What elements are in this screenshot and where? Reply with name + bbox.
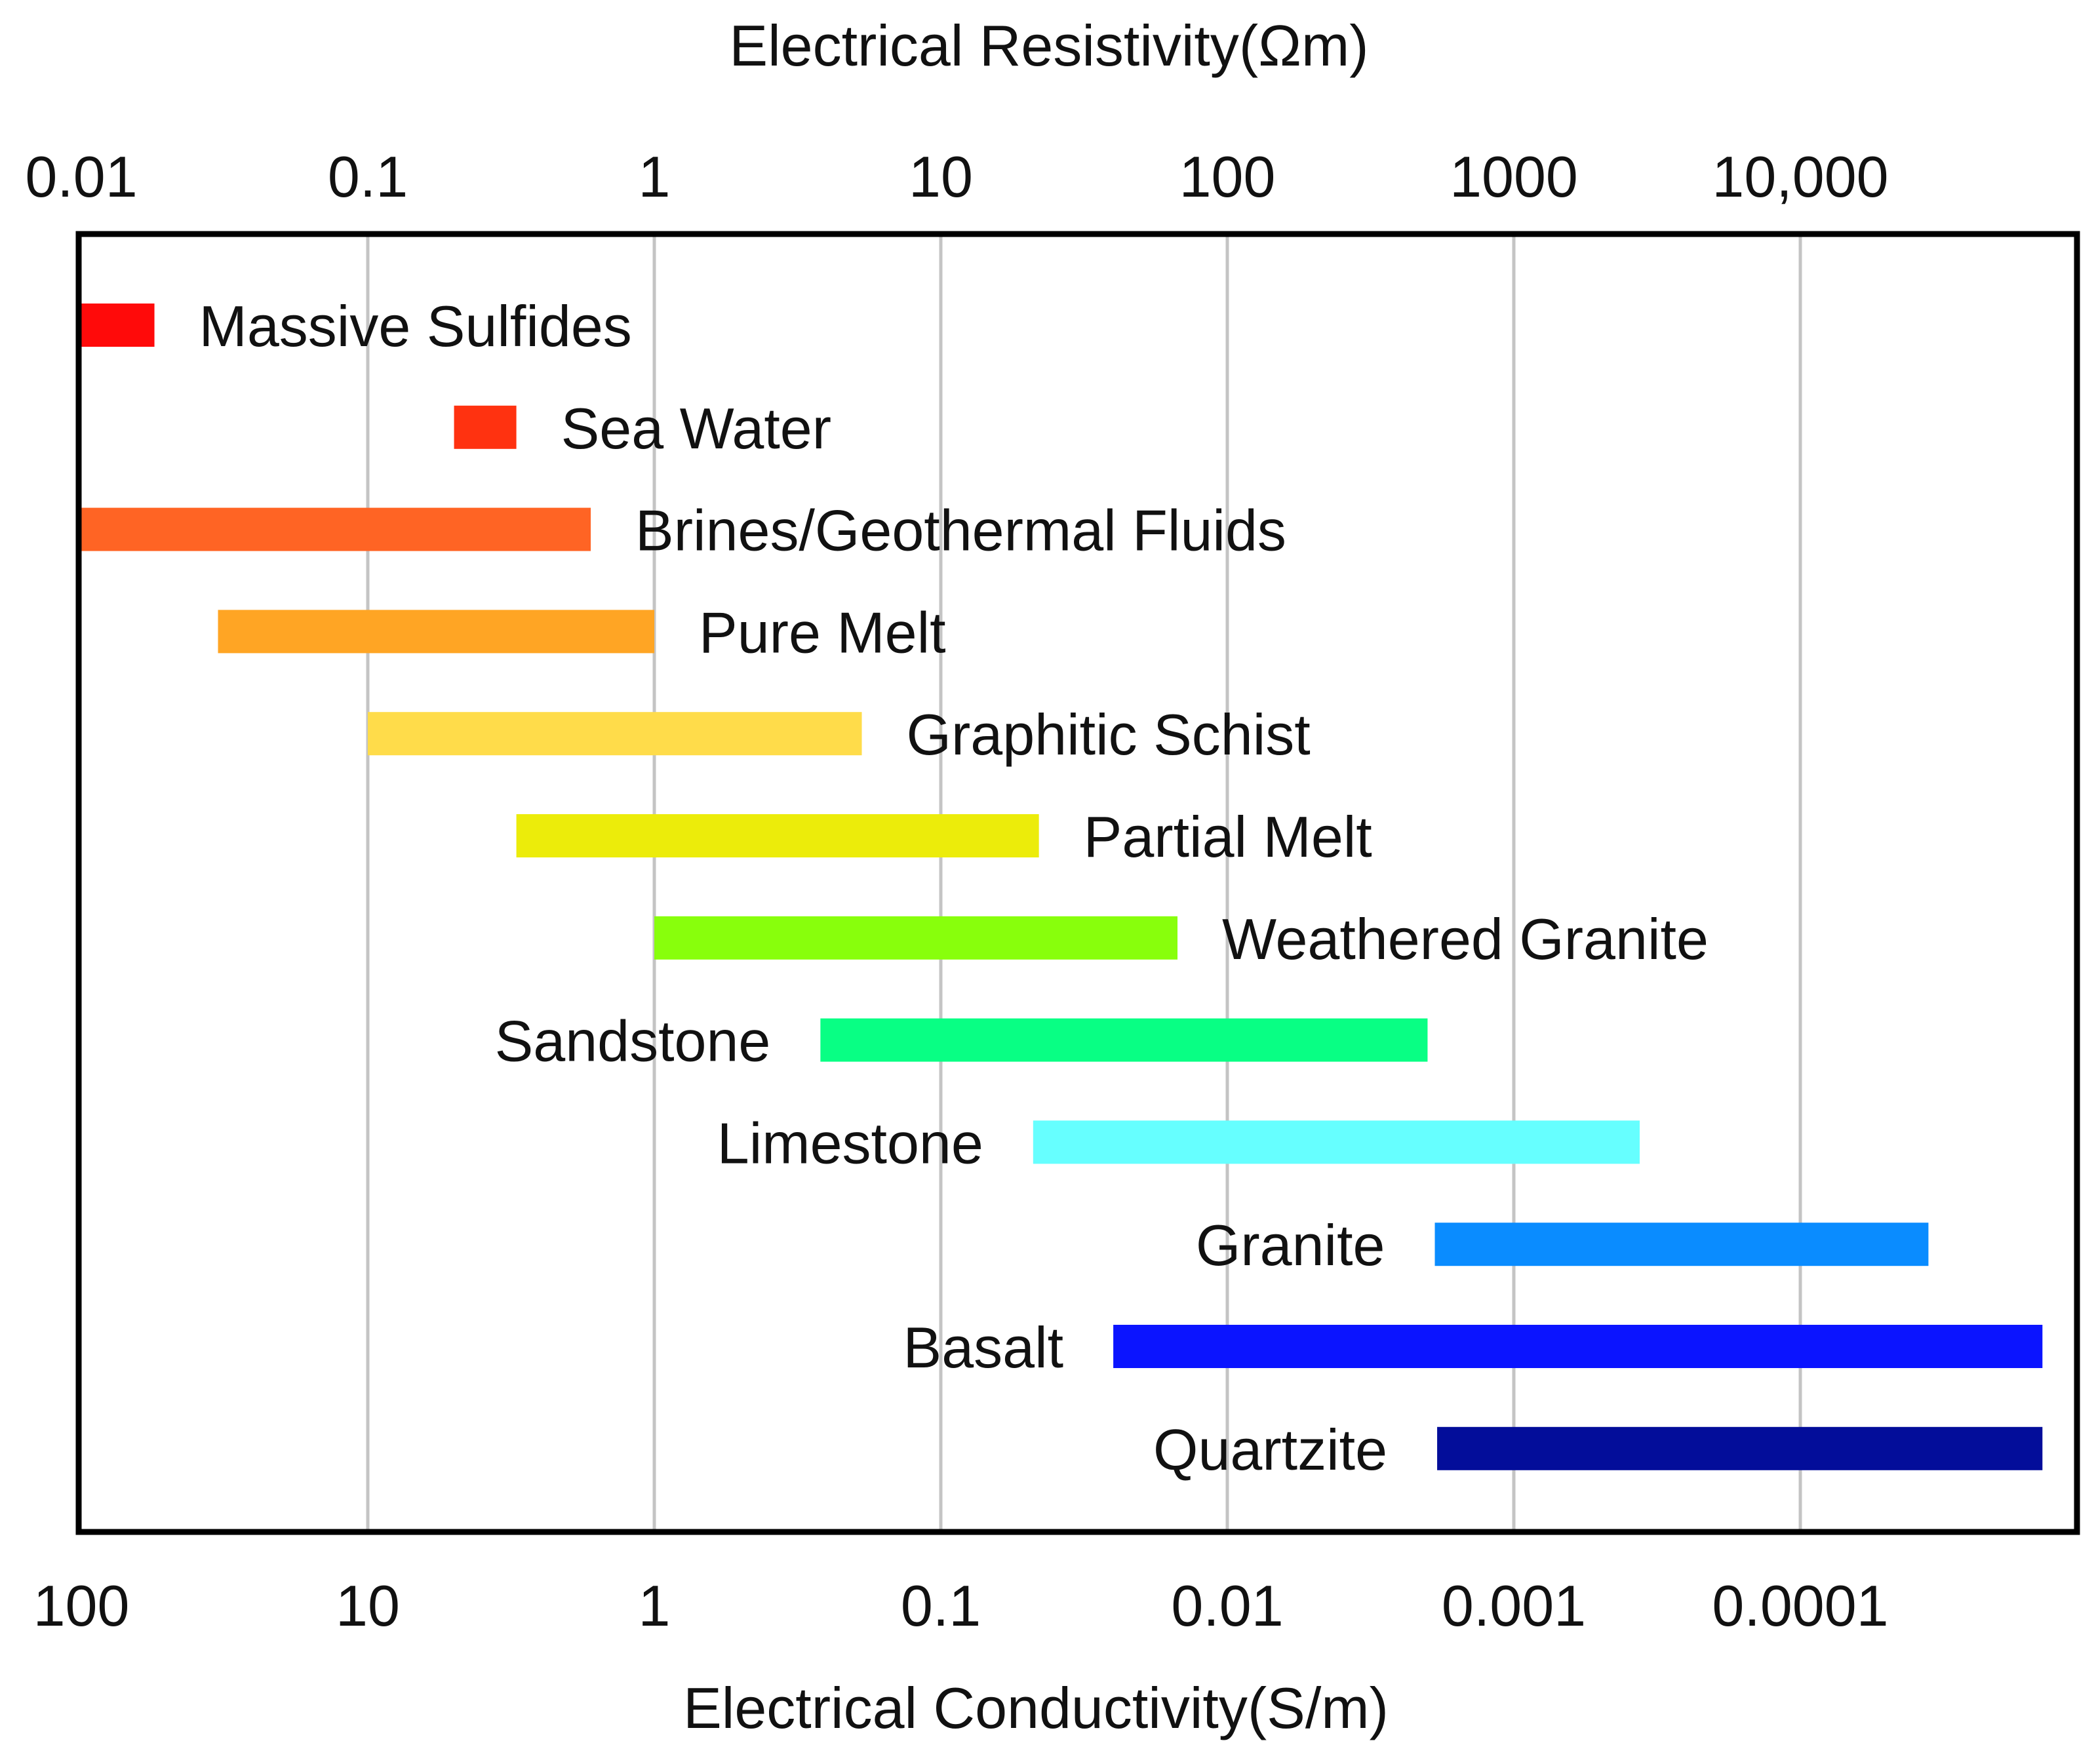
- bar-label: Sandstone: [495, 1009, 771, 1074]
- top-tick-label: 1: [639, 144, 671, 209]
- bar-label: Massive Sulfides: [199, 294, 632, 359]
- top-tick-label: 10: [909, 144, 973, 209]
- bar-label: Basalt: [903, 1315, 1064, 1380]
- bar-label: Pure Melt: [699, 600, 946, 665]
- bottom-axis-ticks: 100 10 1 0.1 0.01 0.001 0.0001: [33, 1573, 1889, 1638]
- bottom-axis-title: Electrical Conductivity(S/m): [683, 1676, 1389, 1740]
- bottom-tick-label: 100: [33, 1573, 130, 1638]
- range-bar: [516, 814, 1039, 857]
- range-bar: [1437, 1426, 2043, 1470]
- bar-label: Partial Melt: [1084, 804, 1372, 869]
- top-tick-label: 10,000: [1712, 144, 1888, 209]
- bottom-tick-label: 0.1: [901, 1573, 981, 1638]
- range-bars: [81, 304, 2043, 1470]
- bar-label: Graphitic Schist: [907, 702, 1311, 767]
- range-bar: [1434, 1223, 1929, 1266]
- range-bar: [81, 507, 591, 551]
- top-axis-title: Electrical Resistivity(Ωm): [729, 13, 1368, 78]
- bar-labels: Massive Sulfides Sea Water Brines/Geotherm…: [199, 294, 1709, 1482]
- top-tick-label: 1000: [1450, 144, 1578, 209]
- range-bar: [454, 405, 517, 449]
- range-bar: [1113, 1325, 2043, 1368]
- top-tick-label: 0.1: [328, 144, 408, 209]
- range-bar: [81, 304, 155, 347]
- bottom-tick-label: 0.001: [1442, 1573, 1586, 1638]
- bar-label: Quartzite: [1153, 1417, 1387, 1482]
- bar-label: Brines/Geothermal Fluids: [635, 498, 1286, 563]
- bar-label: Granite: [1196, 1213, 1385, 1278]
- bar-label: Limestone: [717, 1110, 983, 1175]
- plot-frame: [75, 231, 2080, 1535]
- range-bar: [1033, 1120, 1640, 1164]
- bar-label: Sea Water: [561, 396, 831, 461]
- bottom-tick-label: 0.01: [1171, 1573, 1283, 1638]
- bottom-tick-label: 0.0001: [1712, 1573, 1888, 1638]
- top-tick-label: 0.01: [25, 144, 137, 209]
- range-bar: [654, 916, 1177, 960]
- bottom-tick-label: 10: [336, 1573, 400, 1638]
- bar-label: Weathered Granite: [1222, 907, 1709, 971]
- top-tick-label: 100: [1179, 144, 1276, 209]
- top-axis-ticks: 0.01 0.1 1 10 100 1000 10,000: [25, 144, 1888, 209]
- range-bar: [820, 1018, 1428, 1062]
- bottom-tick-label: 1: [639, 1573, 671, 1638]
- range-bar: [368, 712, 862, 756]
- gridlines: [366, 237, 1802, 1529]
- range-bar: [218, 610, 655, 654]
